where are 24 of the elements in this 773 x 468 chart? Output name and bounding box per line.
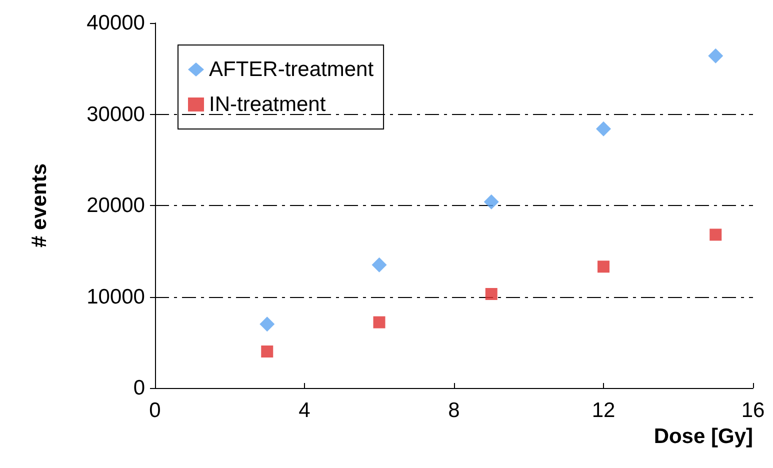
point	[260, 316, 275, 332]
y-tick-label: 10000	[86, 285, 145, 308]
y-tick-label: 20000	[86, 194, 145, 217]
x-tick-label: 0	[149, 399, 161, 422]
x-tick-label: 12	[592, 399, 616, 422]
y-tick-label: 40000	[86, 12, 145, 34]
x-axis-title: Dose [Gy]	[654, 425, 753, 448]
point	[373, 316, 386, 328]
legend-label: IN-treatment	[209, 93, 326, 116]
point	[708, 48, 724, 64]
point	[598, 260, 610, 273]
point	[596, 121, 611, 136]
point	[484, 194, 499, 210]
point	[485, 288, 498, 300]
point	[710, 228, 722, 241]
legend-label: AFTER-treatment	[209, 58, 374, 81]
point	[372, 257, 387, 272]
y-tick-label: 0	[133, 376, 145, 400]
y-axis-title: # events	[28, 163, 51, 248]
x-tick-label: 4	[298, 399, 311, 422]
y-tick-label: 30000	[86, 102, 145, 126]
x-tick-label: 16	[741, 399, 765, 422]
point	[261, 346, 274, 358]
x-tick-label: 8	[448, 399, 460, 422]
